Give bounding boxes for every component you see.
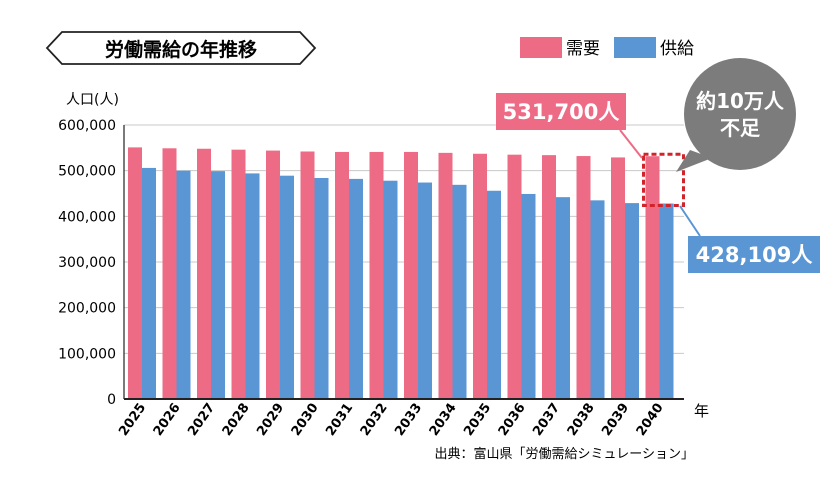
bar-supply-2033: [418, 182, 432, 399]
bar-demand-2039: [611, 157, 625, 399]
bar-supply-2025: [142, 167, 156, 399]
legend-label-supply: 供給: [660, 39, 694, 59]
x-tick-label: 2039: [599, 401, 632, 439]
y-axis-label: 人口(人): [66, 92, 119, 108]
bar-supply-2037: [556, 197, 570, 399]
x-tick-label: 2036: [496, 401, 529, 439]
x-tick-label: 2035: [461, 401, 494, 439]
shortage-line1: 約10万人: [696, 89, 785, 113]
bar-supply-2030: [314, 177, 329, 399]
x-axis-label: 年: [694, 402, 709, 420]
bar-demand-2029: [266, 150, 280, 399]
legend: 需要 供給: [520, 37, 694, 59]
x-tick-label: 2038: [565, 401, 598, 439]
x-tick-label: 2032: [358, 401, 391, 439]
bar-demand-2028: [231, 149, 246, 399]
demand-callout-line: [619, 129, 643, 159]
supply-callout-label: 428,109人: [696, 243, 813, 267]
demand-callout-label: 531,700人: [503, 100, 620, 124]
legend-swatch-supply: [614, 37, 656, 58]
bar-demand-2040: [645, 156, 660, 399]
legend-label-demand: 需要: [566, 39, 600, 59]
bar-demand-2027: [197, 148, 211, 399]
bar-supply-2031: [349, 178, 363, 399]
shortage-line2: 不足: [720, 116, 761, 140]
y-tick-label: 400,000: [58, 209, 116, 225]
bar-demand-2034: [438, 152, 453, 399]
title-frame: [45, 31, 317, 65]
shortage-bubble-circle: [684, 58, 796, 170]
bar-demand-2031: [335, 151, 349, 399]
y-tick-label: 600,000: [58, 118, 116, 134]
x-tick-label: 2029: [254, 401, 287, 439]
bar-demand-2037: [542, 155, 556, 399]
y-tick-labels: 0 100,000 200,000 300,000 400,000 500,000 600,…: [58, 118, 116, 408]
x-tick-label: 2027: [185, 401, 218, 439]
bar-supply-2035: [487, 190, 501, 399]
bar-demand-2025: [128, 147, 142, 399]
shortage-bubble: 約10万人 不足: [676, 58, 796, 172]
bar-supply-2032: [383, 180, 398, 399]
x-tick-label: 2040: [634, 401, 667, 439]
chart-title: 労働需給の年推移: [105, 38, 257, 61]
bar-supply-2036: [521, 193, 536, 399]
y-tick-label: 100,000: [58, 346, 116, 362]
legend-swatch-demand: [520, 37, 562, 58]
x-tick-label: 2033: [392, 401, 425, 439]
bar-demand-2035: [473, 153, 487, 399]
bar-supply-2028: [245, 173, 260, 399]
x-tick-label: 2025: [116, 401, 149, 439]
bar-supply-2038: [590, 200, 605, 399]
shortage-highlight-box: [642, 152, 685, 207]
x-tick-label: 2028: [220, 401, 253, 439]
supply-callout-line: [679, 205, 701, 237]
bar-supply-2029: [280, 175, 294, 399]
source-note: 出典：富山県「労働需給シミュレーション」: [435, 446, 694, 462]
y-tick-label: 0: [107, 392, 116, 408]
bar-demand-2038: [576, 156, 591, 399]
y-tick-label: 300,000: [58, 255, 116, 271]
x-tick-label: 2037: [530, 401, 563, 439]
x-tick-labels: 2025 2026 2027 2028 2029 2030 2031 2032 2033 2034…: [116, 401, 667, 439]
bars: [128, 147, 674, 399]
chart-title-banner: 労働需給の年推移: [45, 31, 317, 65]
bar-supply-2040: [659, 203, 674, 399]
bar-demand-2033: [404, 151, 418, 399]
demand-callout-box: [496, 93, 626, 130]
x-tick-label: 2030: [289, 401, 322, 439]
bar-demand-2036: [507, 154, 522, 399]
supply-callout-box: [688, 236, 820, 273]
bar-supply-2034: [452, 184, 467, 399]
bar-supply-2039: [625, 203, 639, 399]
y-tick-label: 500,000: [58, 164, 116, 180]
x-tick-label: 2031: [323, 401, 356, 439]
bar-demand-2026: [162, 148, 177, 399]
y-tick-label: 200,000: [58, 301, 116, 317]
x-tick-label: 2034: [427, 401, 460, 439]
x-tick-label: 2026: [151, 401, 184, 439]
bar-demand-2030: [300, 151, 315, 399]
bar-supply-2027: [211, 171, 225, 399]
bar-demand-2032: [369, 151, 384, 399]
bar-supply-2026: [176, 170, 191, 399]
